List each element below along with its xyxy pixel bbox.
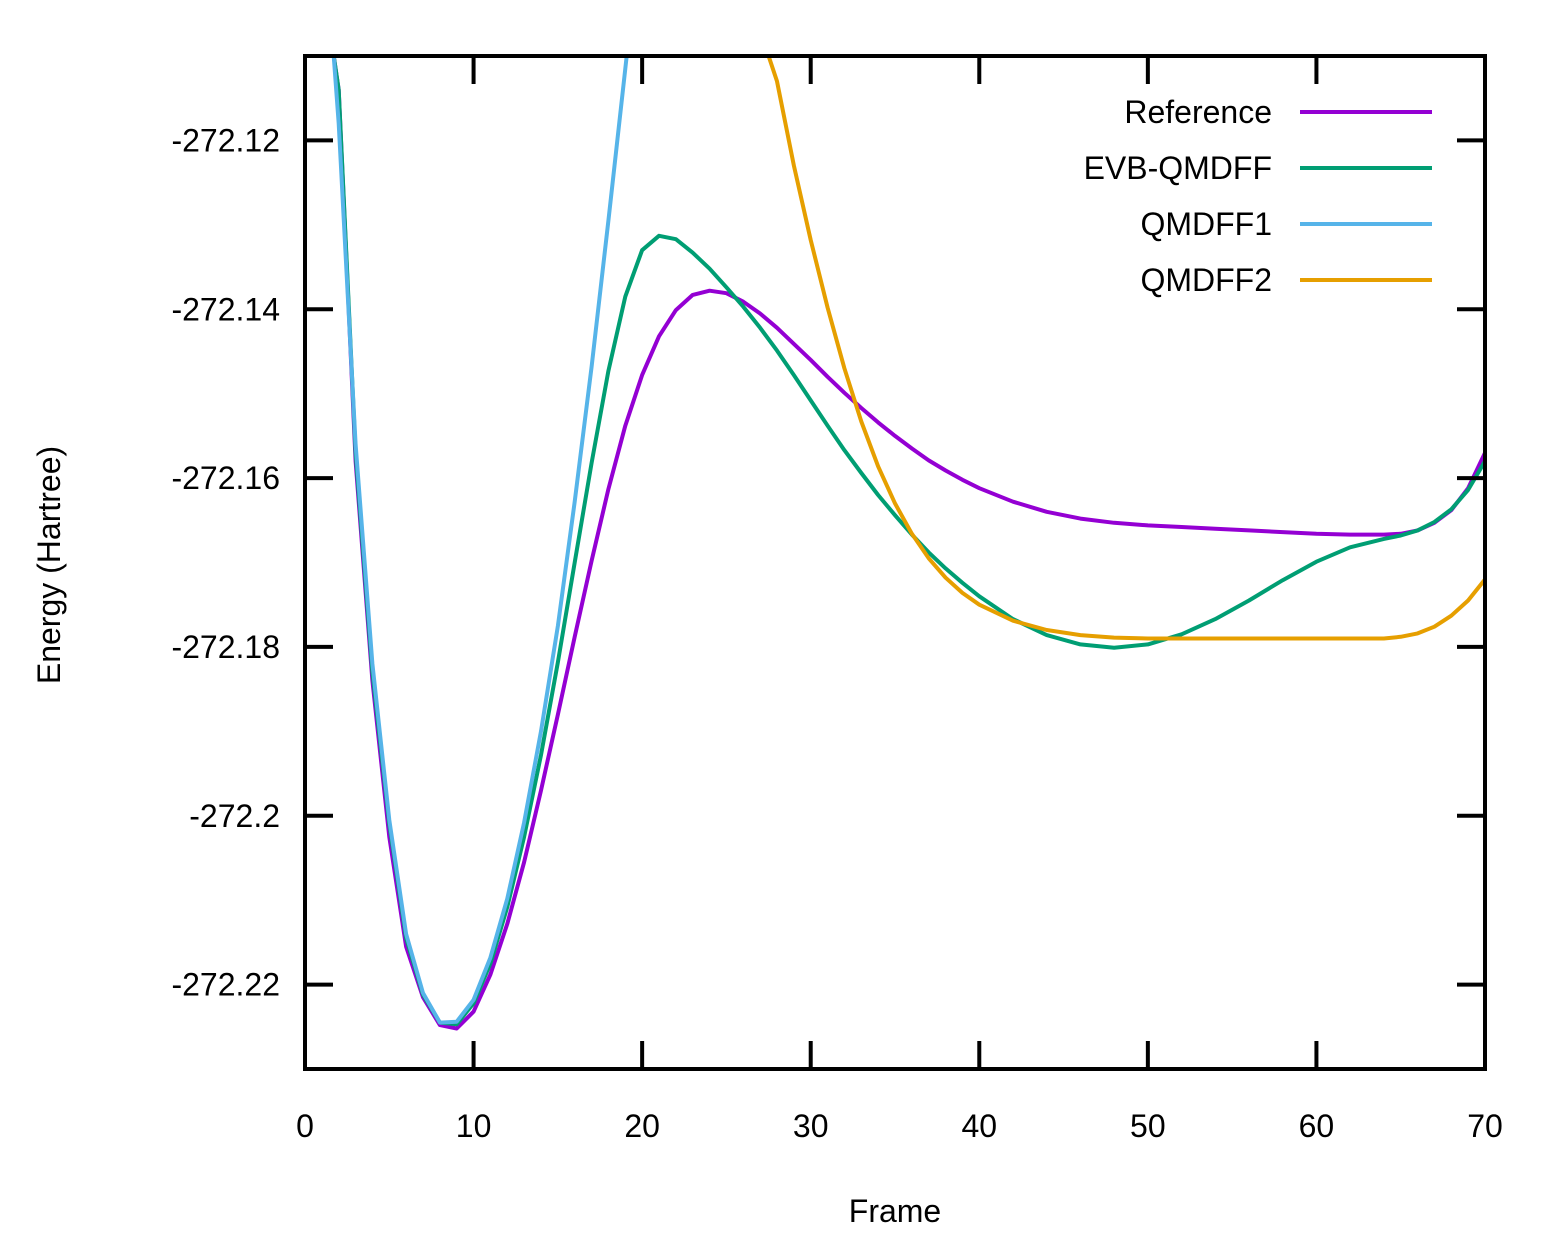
series-line-qmdff1 [331, 56, 629, 1025]
series-line-reference [331, 56, 1485, 1031]
x-tick-label: 10 [456, 1108, 492, 1144]
y-tick-label: -272.22 [171, 967, 280, 1003]
legend-label-reference: Reference [1124, 94, 1272, 130]
y-tick-label: -272.18 [171, 629, 280, 665]
x-axis-title: Frame [849, 1193, 941, 1229]
legend-label-qmdff2: QMDFF2 [1140, 262, 1272, 298]
series-layer [331, 56, 1485, 1031]
plot-frame [303, 54, 1487, 1071]
x-tick-label: 30 [793, 1108, 829, 1144]
x-tick-label: 0 [296, 1108, 314, 1144]
tick-layer: 0 10 20 30 40 50 60 70 -272.22 -272.2 -272.18 -272.… [171, 56, 1503, 1144]
legend: Reference EVB-QMDFF QMDFF1 QMDFF2 [1084, 94, 1432, 298]
legend-label-evb-qmdff: EVB-QMDFF [1084, 150, 1272, 186]
x-tick-label: 50 [1130, 1108, 1166, 1144]
y-tick-label: -272.14 [171, 291, 280, 327]
x-tick-label: 40 [961, 1108, 997, 1144]
y-tick-label: -272.16 [171, 460, 280, 496]
legend-label-qmdff1: QMDFF1 [1140, 206, 1272, 242]
series-line-qmdff2 [766, 56, 1485, 641]
y-tick-label: -272.12 [171, 122, 280, 158]
x-tick-label: 20 [624, 1108, 660, 1144]
x-tick-label: 60 [1299, 1108, 1335, 1144]
y-axis-title: Energy (Hartree) [31, 446, 67, 684]
x-tick-label: 70 [1467, 1108, 1503, 1144]
y-tick-label: -272.2 [189, 798, 280, 834]
series-line-evb-qmdff [331, 56, 1485, 1027]
